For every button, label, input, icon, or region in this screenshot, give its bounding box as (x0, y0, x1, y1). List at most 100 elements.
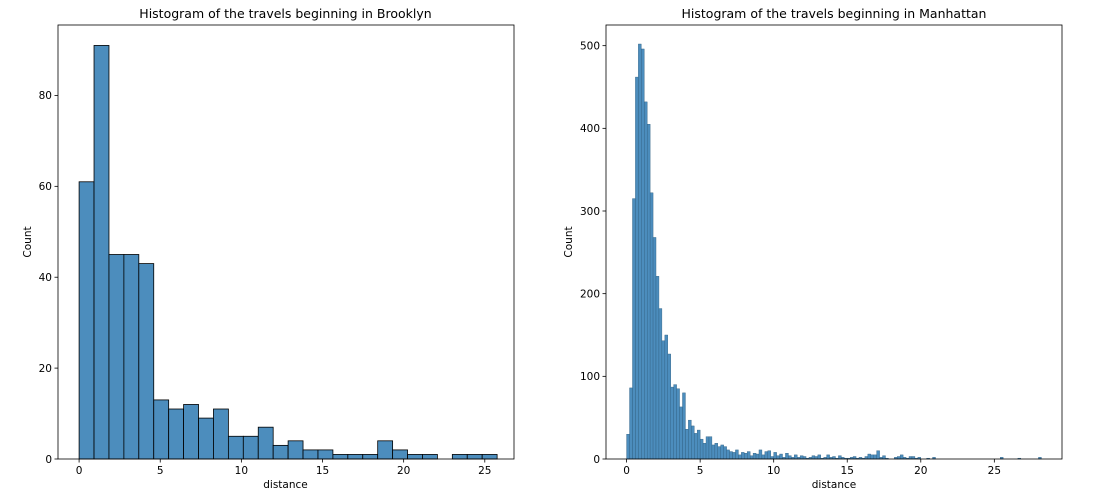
manhattan-x-tick-label-25: 25 (988, 465, 1001, 477)
brooklyn-bar-11 (242, 435, 259, 460)
manhattan-bar-82 (867, 453, 871, 460)
manhattan-bar-31 (717, 446, 721, 460)
manhattan-bar-39 (741, 452, 745, 460)
manhattan-bar-51 (776, 455, 780, 460)
brooklyn-y-tick-label-80: 80 (39, 90, 52, 102)
manhattan-bar-13 (664, 334, 668, 460)
manhattan-chart-title: Histogram of the travels beginning in Ma… (682, 6, 987, 21)
manhattan-histogram-panel: Histogram of the travels beginning in Ma… (563, 6, 1063, 491)
manhattan-bar-24 (697, 429, 701, 460)
brooklyn-bar-17 (332, 454, 349, 460)
manhattan-y-tick-label-300: 300 (580, 206, 600, 218)
manhattan-bar-29 (711, 444, 716, 460)
brooklyn-bar-20 (377, 440, 394, 460)
brooklyn-bar-1 (93, 45, 110, 460)
manhattan-bar-65 (817, 454, 821, 460)
manhattan-bar-72 (838, 455, 842, 460)
manhattan-bar-54 (785, 453, 789, 460)
brooklyn-bar-13 (272, 444, 289, 460)
manhattan-bar-21 (688, 419, 692, 460)
manhattan-bar-87 (882, 455, 886, 460)
manhattan-bar-44 (755, 453, 760, 460)
brooklyn-bar-19 (362, 454, 379, 460)
manhattan-axis-ticks: 0 5 10 15 20 25 0 100 200 300 400 500 (580, 40, 1001, 477)
manhattan-bar-23 (694, 433, 698, 460)
manhattan-bar-55 (788, 455, 792, 460)
manhattan-y-tick-label-500: 500 (580, 40, 600, 52)
manhattan-bar-10 (655, 276, 660, 460)
manhattan-bar-26 (702, 443, 707, 460)
manhattan-y-tick-label-400: 400 (580, 123, 600, 135)
manhattan-x-tick-label-5: 5 (697, 465, 704, 477)
brooklyn-bar-16 (317, 449, 334, 460)
manhattan-bar-83 (870, 454, 874, 460)
brooklyn-bar-2 (108, 254, 125, 460)
manhattan-bar-43 (752, 453, 757, 460)
brooklyn-y-tick-label-40: 40 (39, 272, 52, 284)
manhattan-bar-28 (708, 436, 713, 460)
manhattan-bar-40 (744, 453, 748, 460)
brooklyn-bar-18 (347, 454, 364, 460)
manhattan-y-tick-label-100: 100 (580, 371, 600, 383)
manhattan-bar-48 (767, 450, 771, 460)
manhattan-x-tick-label-20: 20 (914, 465, 927, 477)
brooklyn-y-tick-label-60: 60 (39, 181, 52, 193)
brooklyn-bar-26 (466, 454, 483, 460)
manhattan-bar-27 (705, 436, 710, 460)
brooklyn-bar-21 (392, 449, 408, 460)
manhattan-x-axis-label: distance (812, 479, 857, 491)
manhattan-bar-2 (632, 198, 636, 460)
manhattan-bar-46 (761, 454, 766, 460)
manhattan-bar-63 (811, 455, 816, 460)
brooklyn-bar-10 (227, 435, 244, 460)
brooklyn-bar-4 (138, 263, 155, 460)
brooklyn-bar-22 (407, 454, 423, 460)
brooklyn-bar-0 (78, 181, 95, 460)
brooklyn-bar-5 (153, 399, 170, 460)
brooklyn-bars (78, 45, 498, 460)
manhattan-bar-7 (646, 123, 651, 460)
brooklyn-bar-25 (451, 454, 468, 460)
manhattan-bar-12 (661, 340, 666, 460)
manhattan-bar-47 (764, 451, 768, 460)
brooklyn-chart-title: Histogram of the travels beginning in Br… (139, 6, 431, 21)
brooklyn-x-tick-label-25: 25 (478, 465, 491, 477)
brooklyn-bar-14 (287, 440, 304, 460)
manhattan-bar-18 (679, 406, 683, 460)
brooklyn-histogram-panel: Histogram of the travels beginning in Br… (22, 6, 515, 491)
manhattan-axes-frame (605, 24, 1063, 460)
manhattan-bar-20 (685, 429, 689, 460)
manhattan-bar-3 (635, 76, 639, 460)
manhattan-bar-34 (726, 449, 730, 460)
manhattan-bar-8 (649, 192, 654, 460)
manhattan-bar-4 (638, 43, 642, 460)
manhattan-bar-41 (747, 451, 751, 460)
manhattan-bar-16 (673, 384, 677, 460)
brooklyn-x-tick-label-15: 15 (316, 465, 329, 477)
brooklyn-axes-frame (57, 24, 515, 460)
manhattan-bar-30 (714, 443, 718, 460)
manhattan-bar-19 (682, 392, 686, 460)
manhattan-bar-38 (738, 454, 742, 460)
manhattan-bar-52 (779, 453, 783, 460)
manhattan-bar-6 (644, 101, 648, 460)
brooklyn-x-tick-label-0: 0 (76, 465, 83, 477)
manhattan-x-tick-label-0: 0 (623, 465, 630, 477)
brooklyn-x-axis-label: distance (263, 479, 308, 491)
manhattan-bar-32 (720, 444, 724, 460)
brooklyn-bar-27 (481, 454, 498, 460)
brooklyn-axis-ticks: 0 5 10 15 20 25 0 20 40 60 80 (39, 90, 492, 477)
manhattan-bar-42 (749, 455, 754, 460)
brooklyn-bar-7 (183, 404, 199, 460)
brooklyn-bar-23 (422, 454, 438, 460)
manhattan-bar-0 (626, 434, 630, 460)
manhattan-bar-1 (629, 387, 633, 460)
manhattan-bar-36 (732, 452, 736, 460)
brooklyn-y-tick-label-0: 0 (45, 454, 52, 466)
manhattan-y-tick-label-200: 200 (580, 288, 600, 300)
brooklyn-bar-3 (123, 254, 140, 460)
manhattan-bar-14 (667, 353, 671, 460)
manhattan-bar-17 (676, 388, 680, 460)
brooklyn-x-tick-label-5: 5 (157, 465, 164, 477)
